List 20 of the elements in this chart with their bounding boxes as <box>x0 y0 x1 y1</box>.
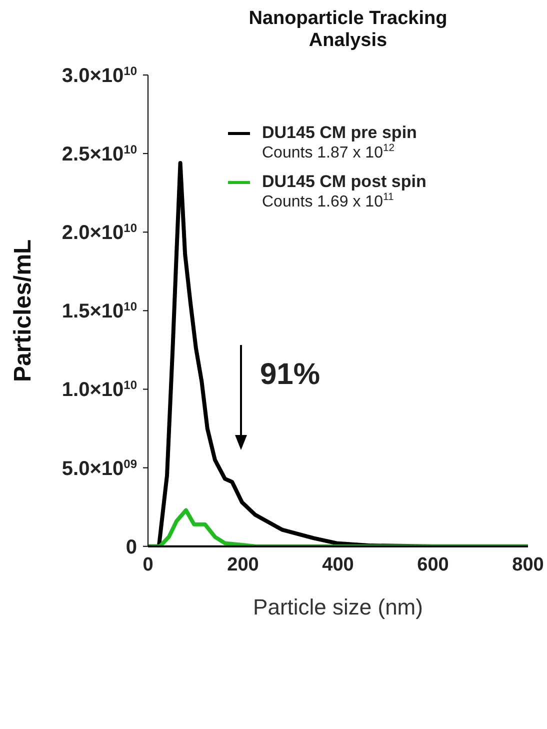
y-tick-label: 2.5×10$^{10}$ <box>62 142 138 166</box>
annotation: Counts 1.87 x 10$^{12}$ <box>262 143 395 162</box>
y-tick-label: 1.5×10$^{10}$ <box>62 300 138 323</box>
x-tick-label: 400 <box>322 554 354 576</box>
chart-title: Nanoparticle Tracking Analysis <box>248 8 448 52</box>
x-tick-label: 0 <box>142 554 154 576</box>
y-tick-label: 3.0×10$^{10}$ <box>62 64 138 87</box>
annotation: Counts 1.69 x 10$^{11}$ <box>262 192 394 211</box>
x-tick-label: 800 <box>512 554 544 576</box>
y-tick-label: 0 <box>126 536 137 558</box>
annotation: 91% <box>260 358 320 391</box>
y-axis-title: Particles/mL <box>10 239 37 382</box>
y-tick-label: 2.0×10$^{10}$ <box>62 221 138 244</box>
x-tick-label: 200 <box>227 554 259 576</box>
legend-label: DU145 CM post spin <box>262 172 426 192</box>
legend-label: DU145 CM pre spin <box>262 123 417 143</box>
x-tick-label: 600 <box>417 554 449 576</box>
y-tick-label: 1.0×10$^{10}$ <box>62 378 138 402</box>
x-axis-title: Particle size (nm) <box>253 594 423 620</box>
y-tick-label: 5.0×10$^{09}$ <box>62 456 138 480</box>
